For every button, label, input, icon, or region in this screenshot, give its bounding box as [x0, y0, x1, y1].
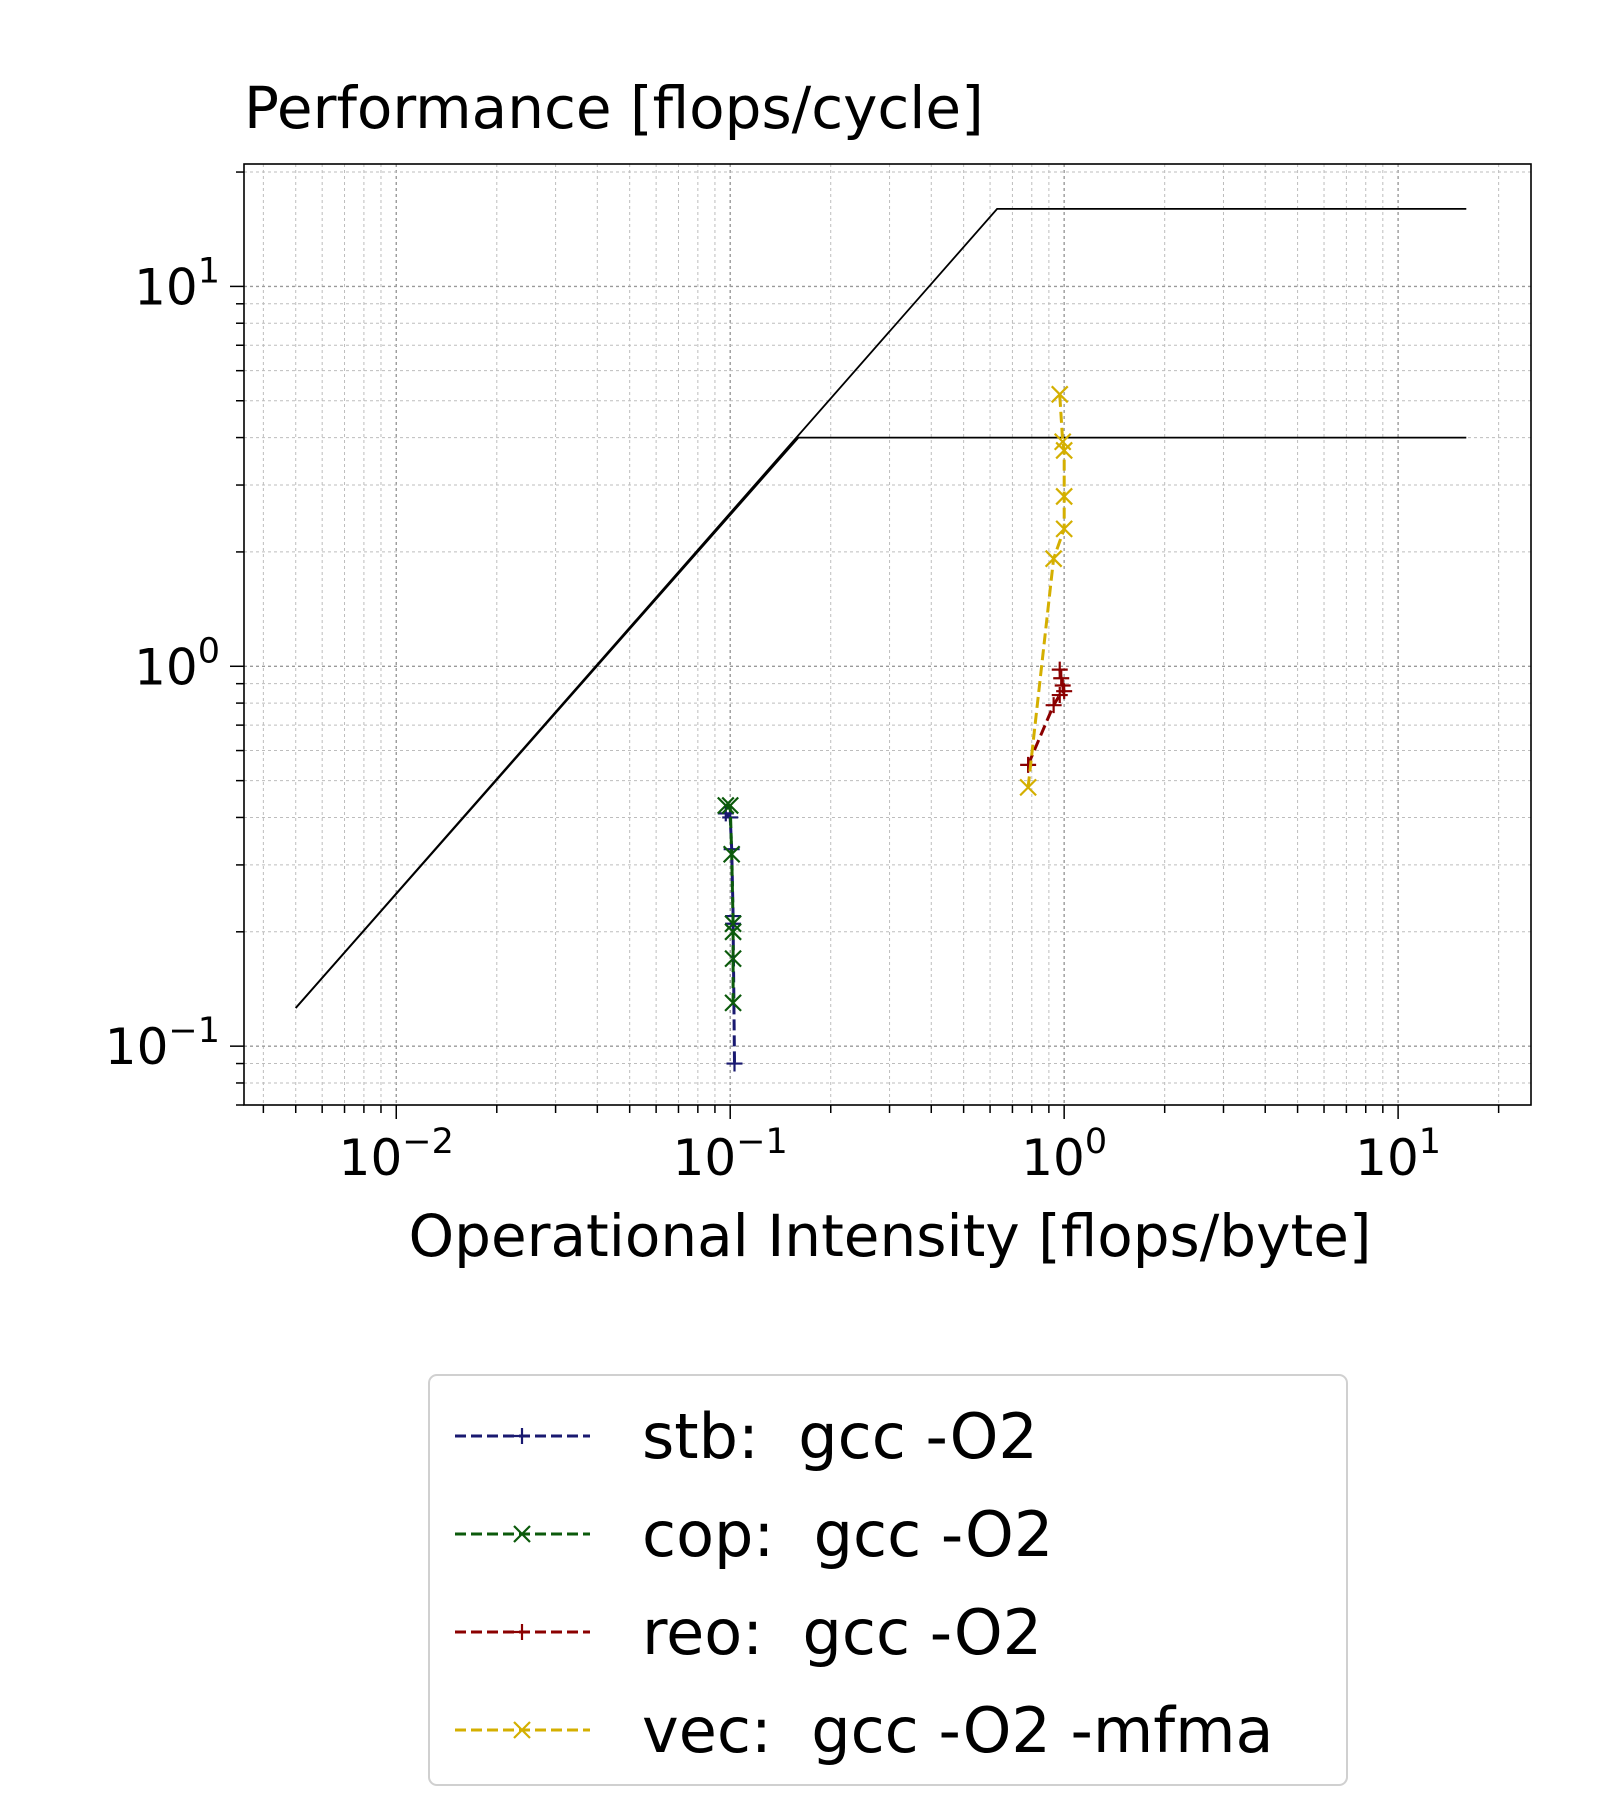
- legend-marker: [513, 1525, 531, 1543]
- data-point: [1019, 778, 1037, 797]
- x-tick-label: 100: [1021, 1122, 1107, 1187]
- data-point: [1051, 661, 1068, 678]
- data-point: [722, 845, 741, 864]
- x-tick-label: 101: [1355, 1122, 1441, 1187]
- series-3: [1020, 661, 1073, 773]
- data-point: [1054, 677, 1071, 694]
- legend-entry: cop: gcc -O2: [455, 1498, 1053, 1571]
- series-layer: [717, 385, 1073, 1072]
- x-tick-label: 10−2: [339, 1122, 454, 1187]
- data-point: [1050, 385, 1069, 404]
- data-point: [1020, 756, 1037, 773]
- legend-marker: [513, 1721, 531, 1739]
- data-point: [1053, 670, 1070, 687]
- grid-lines: [244, 164, 1531, 1106]
- plot-area-frame: [243, 163, 1532, 1106]
- roofline: [295, 436, 1467, 1009]
- x-tick-label: 10−1: [673, 1122, 788, 1187]
- axis-ticks: 10−2 10−1 100 101 10−1 100 101: [105, 171, 1500, 1187]
- legend-entry: stb: gcc -O2: [455, 1400, 1038, 1473]
- data-point: [724, 923, 742, 941]
- roofline: [295, 207, 1467, 1009]
- legend-entry: reo: gcc -O2: [455, 1596, 1042, 1669]
- legend-label: vec: gcc -O2 -mfma: [642, 1694, 1274, 1767]
- series-4: [1019, 385, 1073, 797]
- data-point: [724, 994, 742, 1012]
- data-point: [726, 1055, 743, 1072]
- data-point: [717, 796, 735, 815]
- series-2: [717, 796, 742, 1012]
- legend-marker: [514, 1624, 530, 1640]
- data-point: [724, 914, 742, 933]
- series-line: [725, 804, 735, 1003]
- y-tick-label: 100: [134, 631, 220, 696]
- data-point: [721, 796, 739, 815]
- legend-label: stb: gcc -O2: [642, 1400, 1038, 1473]
- data-point: [724, 949, 742, 968]
- data-point: [1055, 520, 1073, 538]
- data-point: [1044, 549, 1063, 568]
- chart-title: Performance [flops/cycle]: [244, 74, 984, 142]
- legend-label: cop: gcc -O2: [642, 1498, 1053, 1571]
- x-axis-title: Operational Intensity [flops/byte]: [408, 1202, 1371, 1270]
- legend: stb: gcc -O2 cop: gcc -O2 reo: gcc -O2 vec:…: [428, 1374, 1348, 1786]
- legend-entry: vec: gcc -O2 -mfma: [455, 1694, 1274, 1767]
- legend-frame: [428, 1374, 1348, 1786]
- y-tick-label: 10−1: [105, 1011, 220, 1076]
- series-line: [1026, 394, 1066, 788]
- y-tick-label: 101: [134, 251, 220, 316]
- data-point: [1045, 697, 1062, 714]
- roofline-lines: [295, 207, 1467, 1009]
- legend-marker: [514, 1428, 530, 1444]
- legend-label: reo: gcc -O2: [642, 1596, 1042, 1669]
- data-point: [1055, 487, 1073, 506]
- data-point: [1053, 432, 1072, 451]
